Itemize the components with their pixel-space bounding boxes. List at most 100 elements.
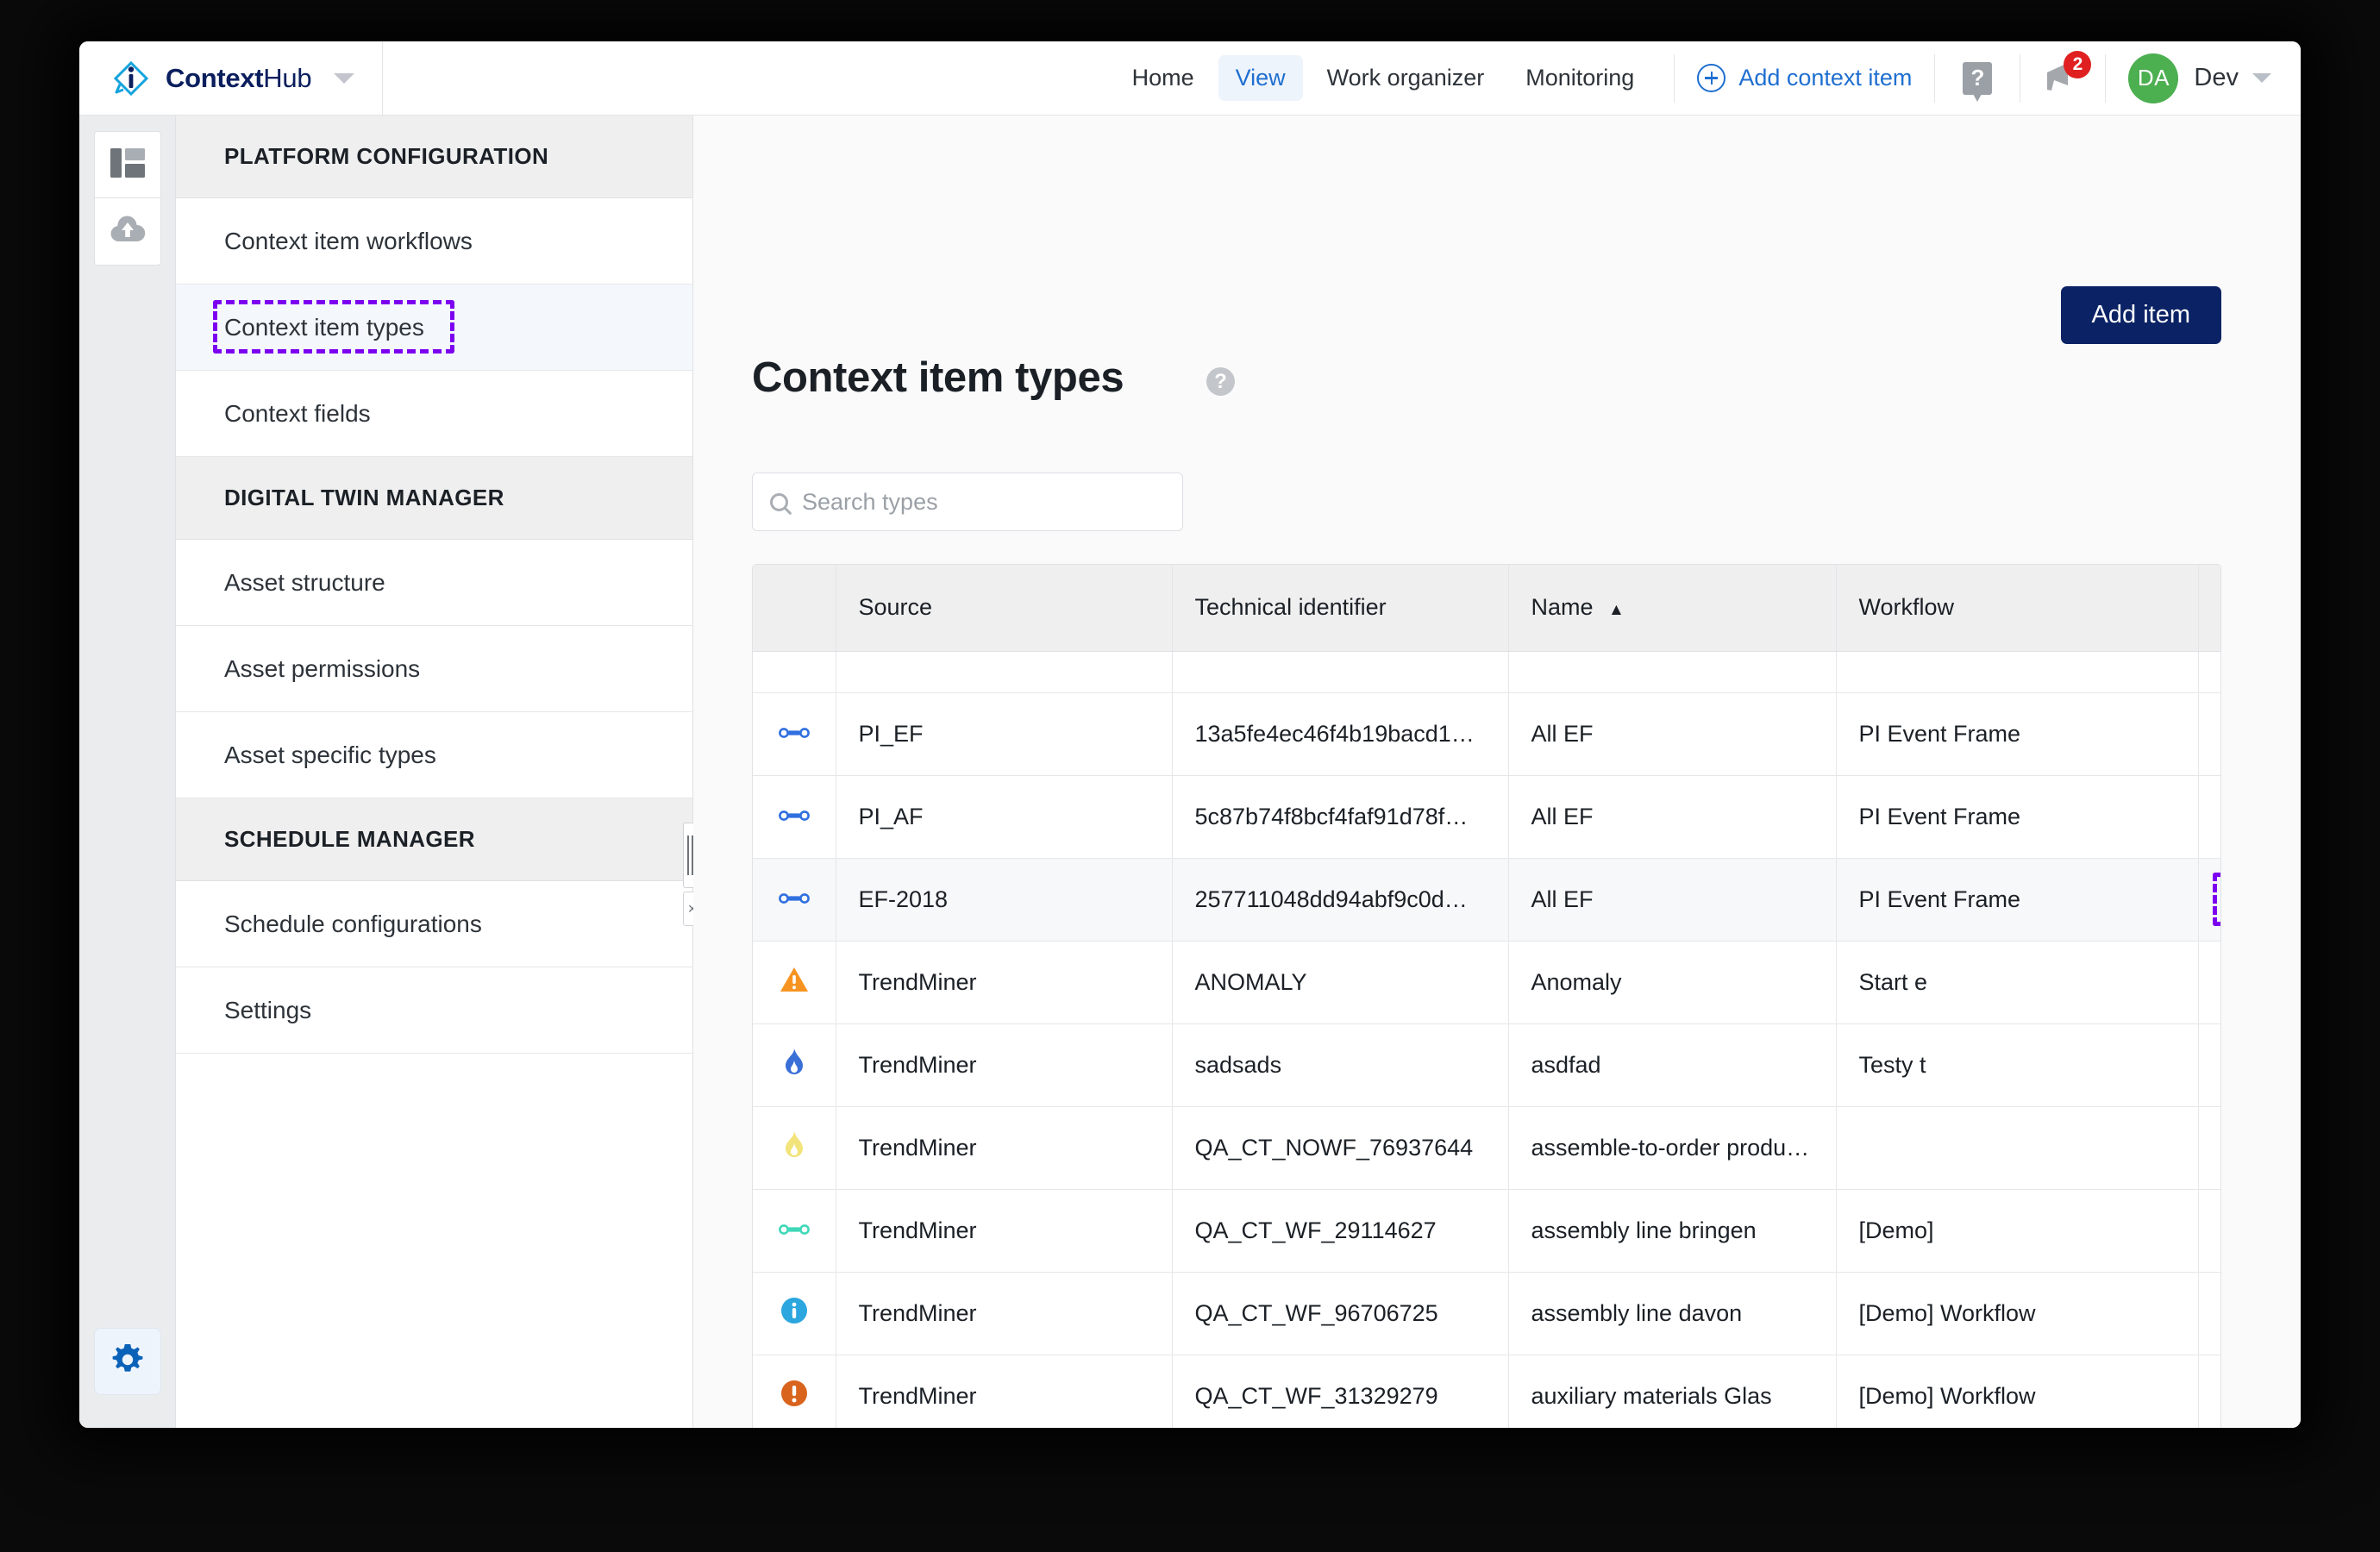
brand-area[interactable]: ContextHub <box>79 41 383 116</box>
rail-upload-button[interactable] <box>93 198 161 266</box>
column-header-technical-identifier[interactable]: Technical identifier <box>1172 565 1509 652</box>
alert-orange-icon <box>780 1380 808 1413</box>
link-blue-icon <box>778 721 810 748</box>
nav-divider <box>1674 53 1675 103</box>
table-row[interactable]: TrendMiner QA_CT_NOWF_76937644 assemble-to… <box>753 1106 2220 1190</box>
page-title-help-icon[interactable]: ? <box>1206 367 1235 396</box>
table-row[interactable]: TrendMiner QA_CT_WF_96706725 assembly line… <box>753 1272 2220 1355</box>
sidebar-item-context-item-types[interactable]: Context item types <box>176 285 692 371</box>
link-teal-icon <box>778 1217 810 1244</box>
add-context-item-button[interactable]: Add context item <box>1697 64 1912 92</box>
cell-source: TrendMiner <box>836 1023 1173 1107</box>
highlight-box-context-item-types <box>213 300 454 354</box>
sidebar-item-context-item-workflows[interactable]: Context item workflows <box>176 198 692 285</box>
table-row[interactable]: TrendMiner QA_CT_WF_29114627 assembly line… <box>753 1189 2220 1273</box>
cell-source: TrendMiner <box>836 1106 1173 1190</box>
nav-link-monitoring[interactable]: Monitoring <box>1525 65 1635 91</box>
sidebar-item-settings[interactable]: Settings <box>176 967 692 1054</box>
row-type-icon-cell <box>753 1106 836 1190</box>
row-type-icon-cell <box>753 775 836 859</box>
row-type-icon-cell <box>753 941 836 1024</box>
cell-name: auxiliary materials Glas <box>1508 1355 1837 1428</box>
nav-divider-4 <box>2105 53 2107 103</box>
column-header-source[interactable]: Source <box>836 565 1173 652</box>
cell-technical-identifier: QA_CT_NOWF_76937644 <box>1172 1106 1509 1190</box>
add-item-button[interactable]: Add item <box>2060 286 2221 344</box>
cell-technical-identifier: sadsads <box>1172 1023 1509 1107</box>
cell-source: TrendMiner <box>836 1189 1173 1273</box>
sidebar-item-schedule-configurations[interactable]: Schedule configurations <box>176 881 692 967</box>
row-actions-cell[interactable] <box>2198 1272 2220 1355</box>
cell-workflow: [Demo] <box>1836 1189 2199 1273</box>
table-row[interactable]: PI_EF 13a5fe4ec46f4b19bacd1… All EF PI Even… <box>753 692 2220 776</box>
row-actions-cell[interactable] <box>2198 1023 2220 1107</box>
brand-chevron-down-icon[interactable] <box>334 72 355 84</box>
column-header-workflow[interactable]: Workflow <box>1836 565 2199 652</box>
user-menu[interactable]: DA Dev <box>2128 53 2301 103</box>
cell-workflow: [Demo] Workflow <box>1836 1355 2199 1428</box>
cell-technical-identifier: QA_CT_WF_96706725 <box>1172 1272 1509 1355</box>
notifications-button[interactable]: 2 <box>2043 50 2092 98</box>
sidebar-item-label: Asset permissions <box>224 654 421 682</box>
cloud-upload-icon <box>109 215 147 248</box>
table-row[interactable]: PI_AF 5c87b74f8bcf4faf91d78f… All EF PI Eve… <box>753 775 2220 859</box>
brand-title: ContextHub <box>166 63 312 94</box>
row-type-icon-cell <box>753 1189 836 1273</box>
cell-source: PI_EF <box>836 692 1173 776</box>
row-actions-cell[interactable] <box>2198 941 2220 1024</box>
table-row[interactable]: TrendMiner sadsads asdfad Testy t <box>753 1023 2220 1107</box>
sidebar-item-asset-structure[interactable]: Asset structure <box>176 540 692 626</box>
settings-nav-column: PLATFORM CONFIGURATION Context item work… <box>176 116 702 1428</box>
row-actions-cell[interactable] <box>2198 1189 2220 1273</box>
sidebar-item-label: Schedule configurations <box>224 910 482 937</box>
flame-yellow-icon <box>783 1130 805 1166</box>
user-chevron-down-icon <box>2252 73 2271 83</box>
cell-source: TrendMiner <box>836 941 1173 1024</box>
table-row[interactable]: EF-2018 257711048dd94abf9c0d… All EF PI Eve… <box>753 858 2220 942</box>
rail-dashboard-button[interactable] <box>93 131 161 198</box>
column-header-name[interactable]: Name ▲ <box>1508 565 1837 652</box>
row-actions-cell[interactable] <box>2198 1106 2220 1190</box>
cell-name: All EF <box>1508 858 1837 942</box>
cell-workflow: [Demo] Workflow <box>1836 1272 2199 1355</box>
row-actions-cell[interactable] <box>2198 1355 2220 1428</box>
cell-technical-identifier: QA_CT_WF_31329279 <box>1172 1355 1509 1428</box>
sidebar-item-label: Context fields <box>224 399 371 427</box>
nav-link-home[interactable]: Home <box>1131 65 1194 91</box>
cell-source: TrendMiner <box>836 1355 1173 1428</box>
top-navigation-bar: ContextHub Home View Work organizer Moni… <box>79 41 2301 116</box>
search-types-field[interactable] <box>752 472 1183 531</box>
table-body: PI_EF 13a5fe4ec46f4b19bacd1… All EF PI Even… <box>753 651 2220 1428</box>
table-row[interactable]: TrendMiner ANOMALY Anomaly Start e <box>753 941 2220 1024</box>
sidebar-item-asset-specific-types[interactable]: Asset specific types <box>176 712 692 798</box>
nav-section-schedule-manager: SCHEDULE MANAGER <box>176 798 692 881</box>
row-type-icon-cell <box>753 1355 836 1428</box>
row-type-icon-cell <box>753 692 836 776</box>
cell-source: TrendMiner <box>836 1272 1173 1355</box>
context-item-types-table-card: Source Technical identifier Name ▲ Workf… <box>752 564 2221 1428</box>
cell-workflow: Testy t <box>1836 1023 2199 1107</box>
sidebar-item-label: Asset specific types <box>224 741 436 768</box>
cell-name: assembly line bringen <box>1508 1189 1837 1273</box>
search-input[interactable] <box>802 488 1165 516</box>
sidebar-item-context-fields[interactable]: Context fields <box>176 371 692 457</box>
help-button[interactable]: ? <box>1957 59 1997 102</box>
cell-name: asdfad <box>1508 1023 1837 1107</box>
link-blue-icon <box>778 886 810 913</box>
sidebar-item-asset-permissions[interactable]: Asset permissions <box>176 626 692 712</box>
nav-link-view[interactable]: View <box>1218 55 1303 101</box>
rail-settings-button[interactable] <box>94 1328 161 1395</box>
cell-technical-identifier: 257711048dd94abf9c0d… <box>1172 858 1509 942</box>
sidebar-item-label: Asset structure <box>224 568 385 596</box>
row-actions-cell[interactable] <box>2198 858 2220 942</box>
row-actions-cell[interactable] <box>2198 775 2220 859</box>
nav-link-work-organizer[interactable]: Work organizer <box>1326 65 1485 91</box>
row-actions-cell[interactable] <box>2198 692 2220 776</box>
gear-icon <box>110 1342 146 1382</box>
row-type-icon-cell <box>753 1023 836 1107</box>
table-row[interactable]: TrendMiner QA_CT_WF_31329279 auxiliary mat… <box>753 1355 2220 1428</box>
cell-name: All EF <box>1508 775 1837 859</box>
top-nav-links: Home View Work organizer Monitoring <box>1115 55 1652 101</box>
cell-workflow: PI Event Frame <box>1836 858 2199 942</box>
